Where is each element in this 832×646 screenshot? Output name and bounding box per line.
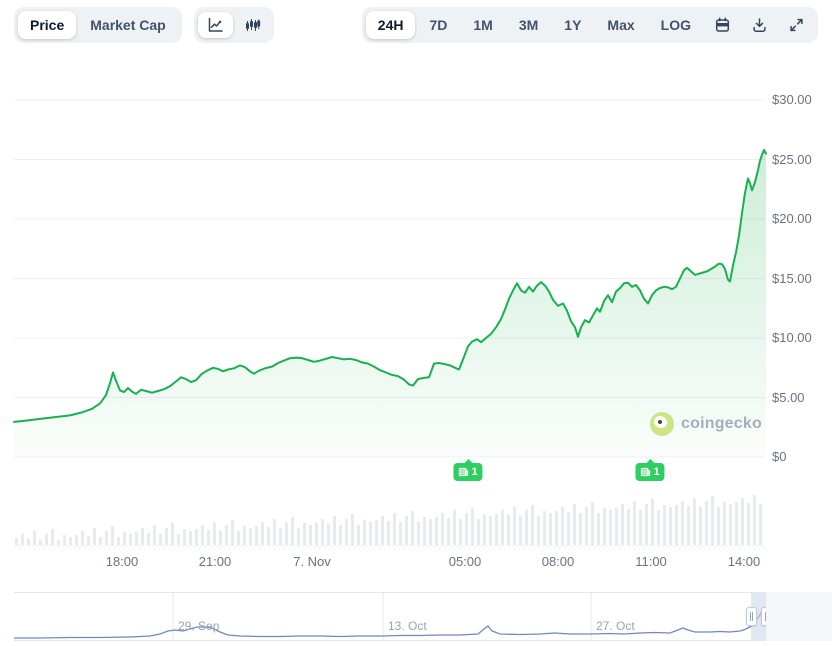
price-area — [14, 150, 766, 457]
x-axis-label: 7. Nov — [293, 554, 331, 569]
event-count: 1 — [471, 466, 478, 478]
y-axis-label: $10.00 — [772, 330, 812, 345]
price-line — [13, 149, 767, 423]
y-axis-label: $20.00 — [772, 211, 812, 226]
y-axis-label: $15.00 — [772, 270, 812, 286]
event-badge[interactable]: 1 — [453, 459, 483, 481]
fullscreen-icon — [790, 18, 803, 32]
x-axis-label: 18:00 — [105, 554, 139, 569]
timeline-navigator[interactable]: 29. Sep 13. Oct 27. Oct — [14, 592, 772, 641]
y-axis-label: $25.00 — [772, 151, 812, 167]
candlestick-chart-icon — [245, 19, 260, 31]
candlestick-chart-button[interactable] — [235, 12, 270, 38]
navigator-selection[interactable] — [751, 593, 766, 640]
range-24h-button[interactable]: 24H — [365, 11, 416, 39]
y-axis-label: $5.00 — [772, 389, 805, 405]
price-chart-canvas[interactable] — [0, 0, 832, 592]
x-axis-label: 14:00 — [727, 554, 761, 569]
price-tab[interactable]: Price — [18, 11, 77, 39]
download-icon — [753, 18, 766, 32]
watermark-text: coingecko — [681, 415, 762, 432]
navigator-disabled-area — [766, 592, 832, 641]
navigator-date-label: 29. Sep — [178, 619, 220, 633]
navigator-date-label: 13. Oct — [388, 619, 427, 633]
x-axis-label: 05:00 — [448, 554, 482, 569]
range-3m-button[interactable]: 3M — [507, 11, 550, 39]
news-icon — [458, 467, 469, 477]
coingecko-logo-icon — [650, 412, 674, 436]
range-1y-button[interactable]: 1Y — [552, 11, 593, 39]
x-axis-label: 21:00 — [198, 554, 232, 569]
calendar-button[interactable] — [705, 12, 740, 38]
line-chart-icon — [208, 17, 223, 32]
volume-bars — [15, 495, 762, 545]
range-7d-button[interactable]: 7D — [417, 11, 459, 39]
x-axis-label: 11:00 — [635, 554, 667, 569]
y-axis-label: $30.00 — [772, 92, 812, 107]
fullscreen-button[interactable] — [779, 12, 814, 38]
metric-toggle: Price Market Cap — [14, 7, 182, 43]
chart-type-toggle — [193, 7, 274, 43]
range-toolbar: 24H 7D 1M 3M 1Y Max LOG — [361, 7, 818, 43]
market-cap-tab[interactable]: Market Cap — [78, 11, 177, 39]
line-chart-button[interactable] — [197, 12, 233, 38]
navigator-canvas — [14, 593, 766, 640]
log-scale-button[interactable]: LOG — [649, 11, 703, 39]
navigator-left-handle[interactable] — [745, 607, 757, 626]
news-icon — [640, 467, 651, 477]
navigator-date-label: 27. Oct — [596, 619, 635, 633]
range-max-button[interactable]: Max — [595, 11, 646, 39]
x-axis-label: 08:00 — [541, 554, 575, 569]
event-count: 1 — [653, 466, 660, 478]
event-badge[interactable]: 1 — [635, 459, 665, 481]
chart-toolbar: Price Market Cap 24H 7D — [14, 7, 818, 43]
coingecko-watermark: coingecko — [650, 412, 762, 436]
download-button[interactable] — [742, 12, 777, 38]
calendar-icon — [715, 17, 730, 32]
y-axis-label: $0 — [772, 449, 787, 464]
range-1m-button[interactable]: 1M — [461, 11, 504, 39]
navigator-line — [14, 606, 766, 639]
